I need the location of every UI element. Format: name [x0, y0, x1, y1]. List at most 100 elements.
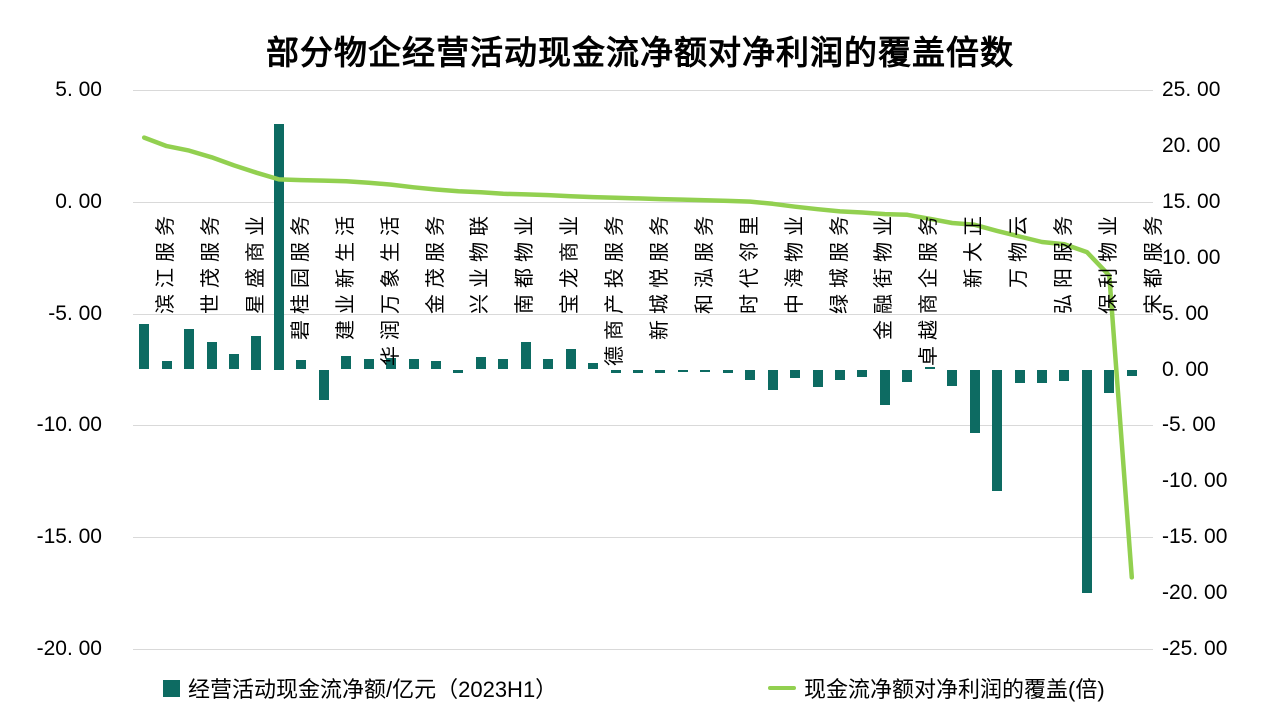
right-axis-tick: -15. 00 — [1162, 525, 1228, 549]
bar — [498, 359, 509, 370]
left-axis-tick: -5. 00 — [48, 301, 102, 325]
bar — [206, 342, 217, 370]
bar — [745, 369, 756, 380]
bar — [251, 336, 262, 370]
legend-item-bar: 经营活动现金流净额/亿元（2023H1） — [163, 672, 557, 704]
bar — [969, 369, 980, 434]
right-axis-tick: -5. 00 — [1162, 413, 1216, 437]
chart-title: 部分物企经营活动现金流净额对净利润的覆盖倍数 — [266, 34, 1014, 71]
category-label: 中海物业 — [783, 209, 806, 314]
left-axis-tick: 0. 00 — [55, 189, 102, 213]
bar — [273, 123, 284, 370]
gridline — [133, 90, 1153, 91]
bar — [992, 369, 1003, 492]
bar — [1037, 369, 1047, 383]
gridline — [133, 537, 1153, 539]
bar — [229, 354, 239, 370]
bar — [677, 369, 688, 373]
left-axis-tick: -15. 00 — [36, 525, 102, 549]
bar — [1081, 369, 1092, 594]
category-label: 世茂服务 — [200, 209, 223, 314]
bar — [1014, 369, 1025, 383]
category-label: 和泓服务 — [693, 209, 716, 314]
bar — [520, 342, 531, 370]
bar — [318, 369, 329, 400]
left-axis-tick: -20. 00 — [36, 637, 102, 660]
bar — [161, 361, 172, 370]
right-axis-tick: 20. 00 — [1162, 133, 1221, 157]
bar — [722, 369, 733, 373]
bar — [1059, 369, 1070, 381]
category-label: 卓越商企服务 — [918, 209, 941, 366]
bar — [363, 359, 374, 370]
coverage-line — [141, 135, 1135, 580]
bar — [184, 329, 195, 370]
bar — [1126, 369, 1137, 377]
bar — [341, 356, 352, 370]
gridline — [133, 649, 1153, 650]
bar — [790, 369, 801, 378]
category-label: 金茂服务 — [424, 209, 447, 314]
category-label: 保利物业 — [1097, 209, 1120, 314]
bar — [857, 369, 868, 378]
category-label: 南都物业 — [514, 209, 537, 314]
right-axis-tick: -10. 00 — [1162, 469, 1228, 493]
right-axis-tick: 5. 00 — [1162, 301, 1209, 325]
bar-legend-label: 经营活动现金流净额/亿元（2023H1） — [188, 677, 558, 702]
bar-legend-swatch-icon — [163, 679, 180, 697]
category-label: 宋都服务 — [1142, 209, 1165, 314]
gridline — [133, 425, 1153, 427]
bar — [924, 367, 935, 370]
category-label: 万物云 — [1008, 209, 1031, 288]
category-label: 华润万象生活 — [379, 209, 402, 366]
category-label: 绿城服务 — [828, 209, 851, 314]
category-label: 时代邻里 — [738, 209, 761, 314]
category-label: 新大正 — [963, 209, 986, 288]
bar — [947, 369, 958, 386]
bar — [835, 369, 845, 380]
category-label: 滨江服务 — [155, 209, 178, 314]
bar — [408, 359, 419, 370]
bar — [902, 369, 913, 382]
right-axis-tick: 0. 00 — [1162, 357, 1209, 381]
right-axis-tick: 25. 00 — [1162, 78, 1221, 101]
line-legend-swatch-icon — [768, 686, 796, 690]
bar — [453, 369, 464, 373]
bar — [431, 361, 441, 370]
bar — [386, 357, 397, 370]
category-label: 金融街物业 — [873, 209, 896, 340]
right-axis-tick: 15. 00 — [1162, 189, 1221, 213]
bar — [767, 369, 778, 390]
gridline — [133, 313, 1153, 315]
gridline — [133, 201, 1153, 203]
line-legend-label: 现金流净额对净利润的覆盖(倍) — [804, 677, 1105, 702]
bar — [139, 323, 150, 370]
category-label: 碧桂园服务 — [289, 209, 312, 340]
bar — [475, 356, 486, 370]
bar — [543, 358, 554, 370]
category-label: 兴业物联 — [469, 209, 492, 314]
category-label: 星盛商业 — [245, 209, 267, 314]
legend-item-line: 现金流净额对净利润的覆盖(倍) — [768, 672, 1105, 704]
category-label: 德商产投服务 — [604, 209, 627, 366]
category-label: 弘阳服务 — [1053, 209, 1075, 314]
left-axis-tick: 5. 00 — [55, 78, 102, 101]
bar — [700, 369, 711, 373]
left-axis-tick: -10. 00 — [36, 413, 102, 437]
bar — [565, 349, 576, 370]
category-label: 宝龙商业 — [559, 209, 582, 314]
bar — [1104, 369, 1115, 393]
right-axis-tick: -25. 00 — [1162, 637, 1228, 660]
bar — [633, 369, 643, 373]
category-label: 新城悦服务 — [649, 209, 671, 340]
right-axis-tick: 10. 00 — [1162, 245, 1221, 269]
bar — [610, 369, 621, 373]
bar — [812, 369, 823, 388]
category-label: 建业新生活 — [334, 209, 357, 340]
right-axis-tick: -20. 00 — [1162, 581, 1228, 605]
bar — [655, 369, 666, 373]
bar — [588, 362, 599, 370]
bar — [879, 369, 890, 406]
